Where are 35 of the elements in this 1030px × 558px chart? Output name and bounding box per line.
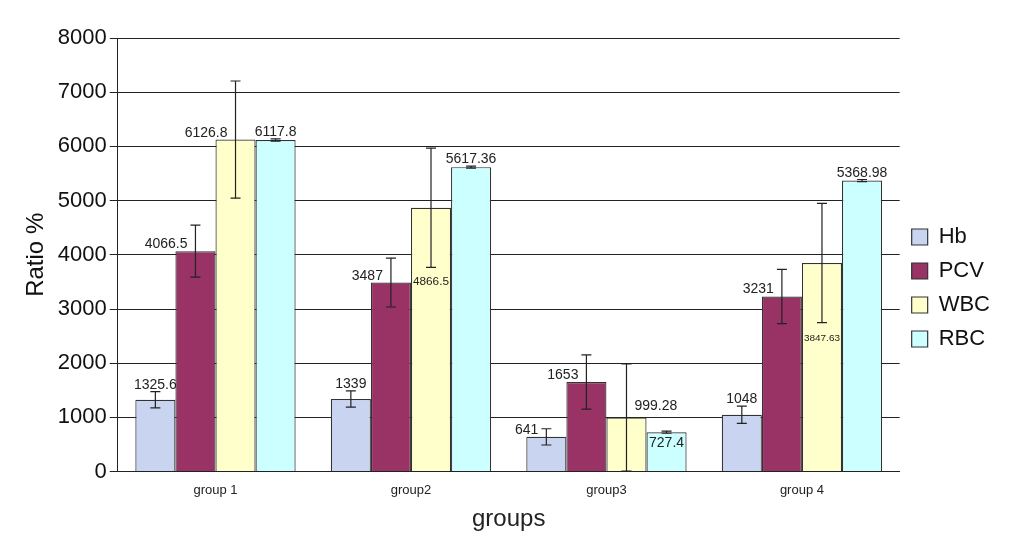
y-tick-label: 5000 <box>57 186 107 212</box>
y-tick-label: 3000 <box>57 295 107 321</box>
data-label: 1325.6 <box>133 375 177 392</box>
x-tick-label: group2 <box>390 481 432 497</box>
y-tick-label: 2000 <box>57 349 107 375</box>
data-label: 6126.8 <box>184 123 228 140</box>
legend-label: PCV <box>938 257 985 283</box>
legend-label: WBC <box>938 291 991 317</box>
data-label: 641 <box>514 420 539 437</box>
y-tick-label: 1000 <box>57 403 107 429</box>
data-label: 1653 <box>547 366 579 383</box>
x-tick-label: group 1 <box>193 481 238 497</box>
y-tick-label: 6000 <box>57 132 107 158</box>
y-tick-label: 4000 <box>57 240 107 266</box>
data-label: 727.4 <box>649 434 685 451</box>
data-label: 3231 <box>742 280 775 297</box>
y-tick-label: 8000 <box>57 24 107 50</box>
legend-label: RBC <box>938 325 986 351</box>
x-tick-label: group3 <box>586 481 627 497</box>
data-label: 4866.5 <box>412 274 450 288</box>
data-label: 3487 <box>351 266 384 283</box>
data-label: 999.28 <box>634 397 678 414</box>
x-axis-title: groups <box>472 504 546 532</box>
data-label: 1339 <box>335 374 367 391</box>
y-tick-label: 7000 <box>57 78 107 104</box>
data-label: 5617.36 <box>445 150 497 167</box>
data-label: 3847.63 <box>803 331 841 343</box>
data-label: 6117.8 <box>254 122 297 139</box>
legend-label: Hb <box>938 223 967 249</box>
x-tick-label: group 4 <box>779 481 824 497</box>
y-axis-title: Ratio % <box>21 212 49 297</box>
data-label: 1048 <box>726 390 758 407</box>
data-label: 4066.5 <box>144 235 188 252</box>
y-tick-label: 0 <box>94 457 107 483</box>
data-label: 5368.98 <box>836 163 888 180</box>
